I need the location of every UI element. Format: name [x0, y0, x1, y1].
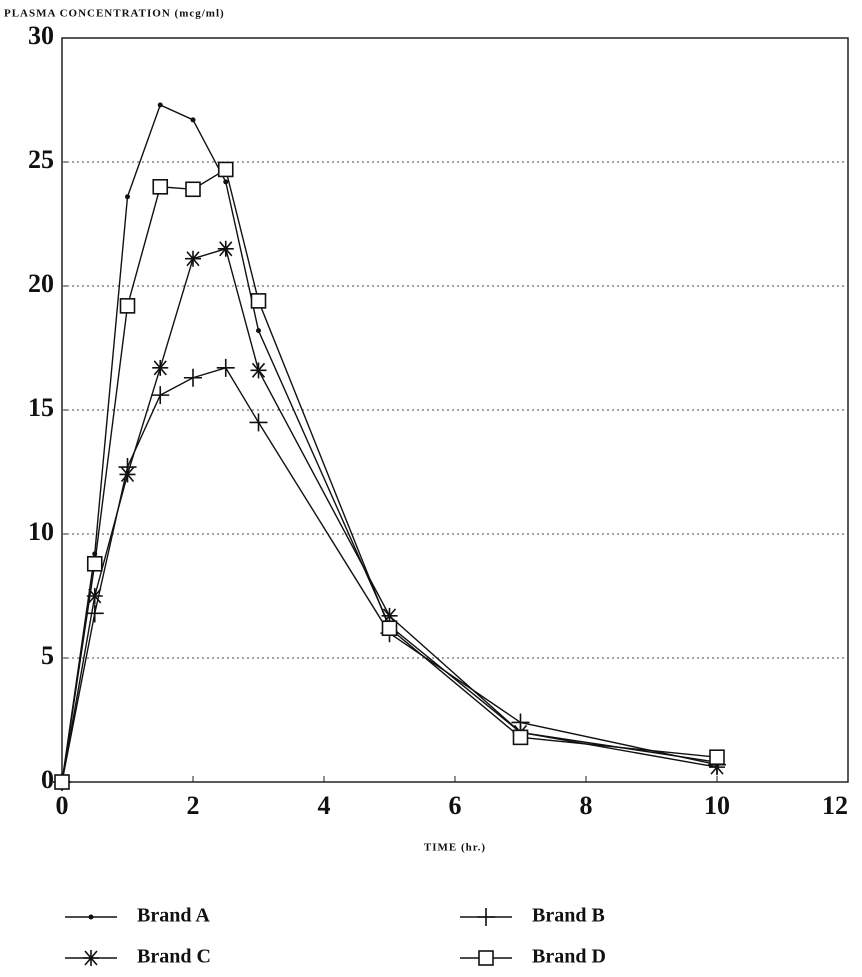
marker	[119, 466, 136, 483]
marker	[152, 179, 169, 195]
marker	[709, 749, 725, 766]
marker	[217, 240, 234, 257]
marker	[223, 179, 229, 185]
marker	[88, 914, 94, 920]
marker	[217, 161, 234, 178]
plot-frame	[61, 37, 849, 783]
series	[54, 240, 725, 790]
marker	[512, 729, 529, 746]
marker	[85, 604, 104, 623]
marker	[119, 298, 136, 314]
y-tick-label: 30	[28, 21, 54, 50]
series-line	[61, 104, 718, 783]
series-line	[61, 367, 718, 783]
marker	[478, 950, 494, 966]
marker	[83, 950, 99, 966]
marker	[54, 774, 70, 790]
series-line	[61, 168, 718, 783]
marker	[256, 328, 261, 334]
marker	[184, 368, 202, 387]
marker	[157, 102, 163, 108]
marker	[216, 358, 235, 377]
marker	[250, 293, 267, 309]
x-tick-label: 2	[187, 791, 200, 820]
series	[54, 161, 725, 790]
x-tick-label: 0	[56, 791, 69, 820]
marker	[190, 117, 196, 123]
legend-label: Brand A	[137, 905, 210, 927]
y-tick-label: 15	[28, 393, 54, 422]
marker	[152, 359, 169, 376]
x-tick-label: 12	[822, 791, 848, 820]
y-tick-label: 25	[28, 145, 54, 174]
marker	[477, 908, 495, 926]
series	[53, 358, 726, 791]
legend-label: Brand D	[532, 946, 606, 968]
marker	[86, 555, 103, 572]
marker	[381, 607, 398, 624]
marker	[125, 194, 130, 200]
x-tick-label: 10	[704, 791, 730, 820]
y-tick-label: 20	[28, 269, 54, 298]
marker	[709, 759, 725, 776]
x-tick-label: 4	[318, 791, 331, 820]
x-axis-label: TIME (hr.)	[424, 842, 486, 854]
marker	[86, 588, 103, 604]
marker	[381, 620, 398, 637]
marker	[151, 386, 170, 405]
x-tick-label: 6	[449, 791, 462, 820]
x-tick-label: 8	[580, 791, 593, 820]
y-tick-label: 0	[41, 765, 54, 794]
y-tick-label: 5	[41, 641, 54, 670]
legend-label: Brand C	[137, 946, 211, 968]
marker	[185, 181, 201, 198]
marker	[185, 250, 201, 267]
marker	[250, 362, 267, 379]
series	[59, 102, 720, 785]
y-tick-label: 10	[28, 517, 54, 546]
marker	[249, 413, 268, 432]
series-line	[61, 247, 718, 783]
chart-title: PLASMA CONCENTRATION (mcg/ml)	[4, 8, 225, 20]
legend-label: Brand B	[532, 905, 605, 927]
